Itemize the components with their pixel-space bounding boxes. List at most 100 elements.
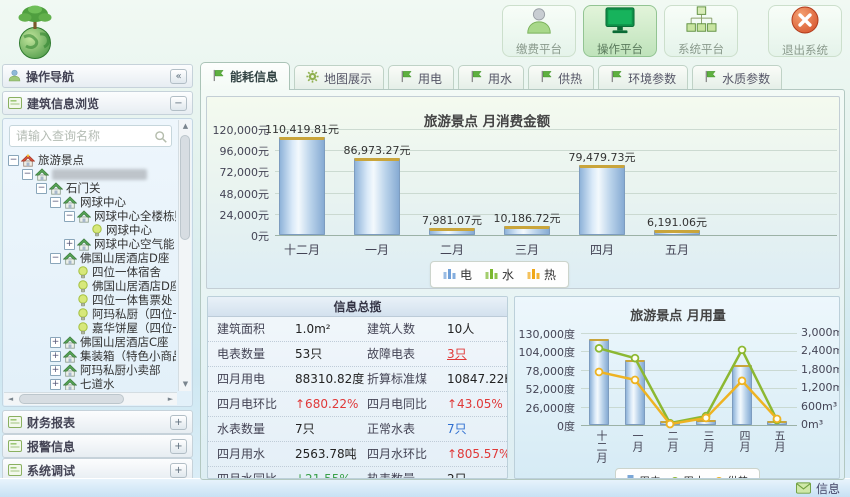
- legend-item[interactable]: 供热: [715, 473, 749, 478]
- x-axis-label: 五月: [773, 430, 786, 452]
- tree-node[interactable]: 佛国山居酒店D座: [6, 279, 176, 293]
- tree-toggle-icon[interactable]: −: [36, 182, 47, 194]
- status-message-label[interactable]: 信息: [815, 481, 840, 496]
- tree-node[interactable]: + 佛国山居酒店C座（老: [6, 335, 176, 349]
- tree-node[interactable]: + 网球中心空气能: [6, 237, 176, 251]
- building-tree: −旅游景点−−石门关−网球中心−网球中心全楼栋照网球中心+网球中心空气能−佛国山…: [6, 153, 176, 390]
- consumption-chart-panel: 旅游景点 月消费金额 120,000元 96,000元 72,000元 48,000元…: [206, 96, 840, 289]
- flag-icon: [610, 70, 623, 86]
- left-axis-tick: 52,000度: [525, 383, 576, 397]
- legend-item[interactable]: 电: [443, 266, 472, 283]
- mail-icon[interactable]: [795, 479, 811, 497]
- y-axis-tick: 24,000元: [219, 208, 270, 222]
- right-axis-tick: 3,000m³: [801, 326, 839, 339]
- info-value: 88310.82度: [295, 372, 365, 386]
- tree-toggle-icon[interactable]: +: [50, 364, 61, 376]
- tab-label: 环境参数: [628, 71, 677, 86]
- tab-electricity[interactable]: 用电: [388, 65, 455, 90]
- legend-label: 电: [460, 268, 473, 282]
- y-axis-tick: 96,000元: [219, 145, 270, 159]
- tree-toggle-icon[interactable]: −: [22, 168, 33, 180]
- tab-water-quality[interactable]: 水质参数: [692, 65, 783, 90]
- tree-node[interactable]: 阿玛私厨（四位一: [6, 307, 176, 321]
- info-label: 热表数量: [367, 472, 416, 479]
- info-value[interactable]: 3只: [447, 347, 467, 361]
- search-input[interactable]: [9, 125, 172, 147]
- tree-toggle-icon[interactable]: −: [50, 252, 61, 264]
- tree-node[interactable]: 四位一体宿舍: [6, 265, 176, 279]
- legend-item[interactable]: 水: [485, 266, 514, 283]
- expand-panel-button[interactable]: +: [170, 462, 187, 478]
- search-icon[interactable]: [154, 129, 168, 148]
- legend-item[interactable]: 用水: [671, 473, 705, 478]
- tree-node[interactable]: + 七道水: [6, 377, 176, 390]
- tree-node-label: 七道水: [80, 377, 115, 390]
- status-bar: 信息: [0, 478, 850, 497]
- tab-env-params[interactable]: 环境参数: [598, 65, 689, 90]
- expand-panel-button[interactable]: +: [170, 414, 187, 430]
- chart-bar: [504, 226, 550, 235]
- platform-button-system-platform[interactable]: 系统平台: [664, 5, 738, 57]
- tree-toggle-icon[interactable]: +: [50, 336, 61, 348]
- info-value: 7只: [295, 422, 315, 436]
- info-value: ↑805.57%: [447, 447, 508, 461]
- tree-toggle-icon[interactable]: −: [50, 196, 61, 208]
- info-label: 故障电表: [367, 347, 416, 361]
- tab-energy-info[interactable]: 能耗信息: [200, 62, 291, 90]
- tree-toggle-icon[interactable]: −: [64, 210, 75, 222]
- tree-node[interactable]: − 旅游景点: [6, 153, 176, 167]
- tree-node[interactable]: 嘉华饼屋（四位一: [6, 321, 176, 335]
- scroll-right-icon[interactable]: ►: [167, 395, 174, 403]
- tree-node[interactable]: 网球中心: [6, 223, 176, 237]
- info-summary-panel: 信息总揽 建筑面积 1.0m² 建筑人数 10人 电表数量 53只 故障电表 3只 四月用电 88…: [207, 296, 508, 479]
- legend-item[interactable]: 热: [527, 266, 556, 283]
- sidebar-panel-finance-report[interactable]: 财务报表 +: [2, 410, 193, 434]
- tree-toggle-icon[interactable]: +: [50, 350, 61, 362]
- tree-toggle-icon[interactable]: +: [50, 378, 61, 390]
- x-axis-label: 五月: [664, 243, 689, 257]
- platform-button-operation-platform[interactable]: 操作平台: [583, 5, 657, 57]
- bulb-icon: [77, 279, 89, 293]
- scroll-up-icon[interactable]: ▲: [182, 122, 189, 130]
- gridline: [581, 369, 797, 371]
- gridline: [275, 192, 837, 194]
- tree-toggle-icon[interactable]: +: [64, 238, 75, 250]
- tree-node[interactable]: −: [6, 167, 176, 181]
- tree-node[interactable]: + 集装箱（特色小商品）: [6, 349, 176, 363]
- gridline: [275, 150, 837, 152]
- info-label: 四月水同比: [217, 472, 278, 479]
- scroll-left-icon[interactable]: ◄: [7, 395, 14, 403]
- sidebar-panel-alarm-info[interactable]: 报警信息 +: [2, 434, 193, 458]
- tab-water[interactable]: 用水: [458, 65, 525, 90]
- x-axis-label: 一月: [364, 243, 389, 257]
- sidebar-panel-operation-nav[interactable]: 操作导航 «: [2, 64, 193, 88]
- tree-vertical-scrollbar[interactable]: ▲ ▼: [178, 120, 191, 391]
- platform-button-exit-system[interactable]: 退出系统: [768, 5, 842, 57]
- collapse-panel-button[interactable]: −: [170, 95, 187, 111]
- info-label: 四月电环比: [217, 397, 278, 411]
- scroll-down-icon[interactable]: ▼: [182, 380, 189, 388]
- tree-toggle-icon[interactable]: −: [8, 154, 19, 166]
- tree-node[interactable]: + 阿玛私厨小卖部: [6, 363, 176, 377]
- tree-node[interactable]: − 石门关: [6, 181, 176, 195]
- platform-button-pay-platform[interactable]: 缴费平台: [502, 5, 576, 57]
- tree-node-label: 佛国山居酒店C座（老: [80, 335, 176, 349]
- tab-map-display[interactable]: 地图展示: [294, 65, 385, 90]
- collapse-sidebar-button[interactable]: «: [170, 68, 187, 84]
- tree-node[interactable]: − 网球中心全楼栋照: [6, 209, 176, 223]
- tree-node[interactable]: 四位一体售票处: [6, 293, 176, 307]
- house-icon: [63, 335, 77, 349]
- scrollbar-thumb[interactable]: [180, 135, 190, 240]
- tree-node[interactable]: − 网球中心: [6, 195, 176, 209]
- info-value: 2只: [447, 472, 467, 479]
- tree-node-label: 网球中心: [80, 195, 126, 209]
- scrollbar-thumb[interactable]: [19, 394, 124, 404]
- tree-horizontal-scrollbar[interactable]: ◄ ►: [4, 392, 177, 405]
- sidebar-panel-building-browse[interactable]: 建筑信息浏览 −: [2, 91, 193, 115]
- legend-item[interactable]: 用电: [626, 473, 661, 478]
- tree-node[interactable]: − 佛国山居酒店D座（四: [6, 251, 176, 265]
- legend-label: 用水: [683, 473, 705, 478]
- expand-panel-button[interactable]: +: [170, 438, 187, 454]
- info-label: 四月电同比: [367, 397, 428, 411]
- tab-heating[interactable]: 供热: [528, 65, 595, 90]
